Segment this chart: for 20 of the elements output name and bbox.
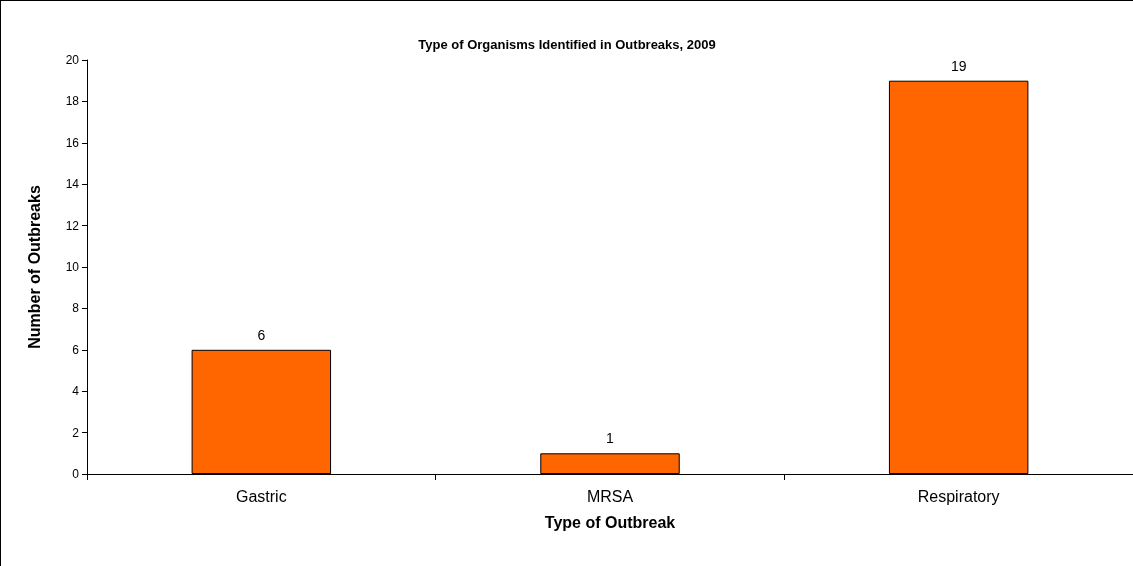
chart-title: Type of Organisms Identified in Outbreaks, 2009 [418,37,716,52]
y-tick-label: 18 [65,94,80,109]
y-axis-title: Number of Outbreaks [25,185,43,349]
y-tick-label: 16 [65,135,80,150]
x-tick-label: Respiratory [917,487,1000,505]
x-axis-title: Type of Outbreak [544,513,676,531]
y-tick-label: 6 [72,342,80,357]
y-tick-label: 0 [72,467,80,481]
y-tick-label: 20 [65,53,80,67]
x-tick-label: MRSA [586,487,634,505]
y-tick-label: 8 [72,301,80,316]
x-tick-label: Gastric [236,487,287,505]
y-tick-label: 4 [72,384,80,399]
y-tick-label: 12 [65,218,80,233]
data-label: 19 [950,57,967,74]
y-tick-label: 10 [65,260,80,274]
y-tick-label: 2 [72,425,80,440]
data-label: 6 [257,326,266,343]
y-tick-label: 14 [65,177,80,192]
data-label: 1 [606,430,615,447]
